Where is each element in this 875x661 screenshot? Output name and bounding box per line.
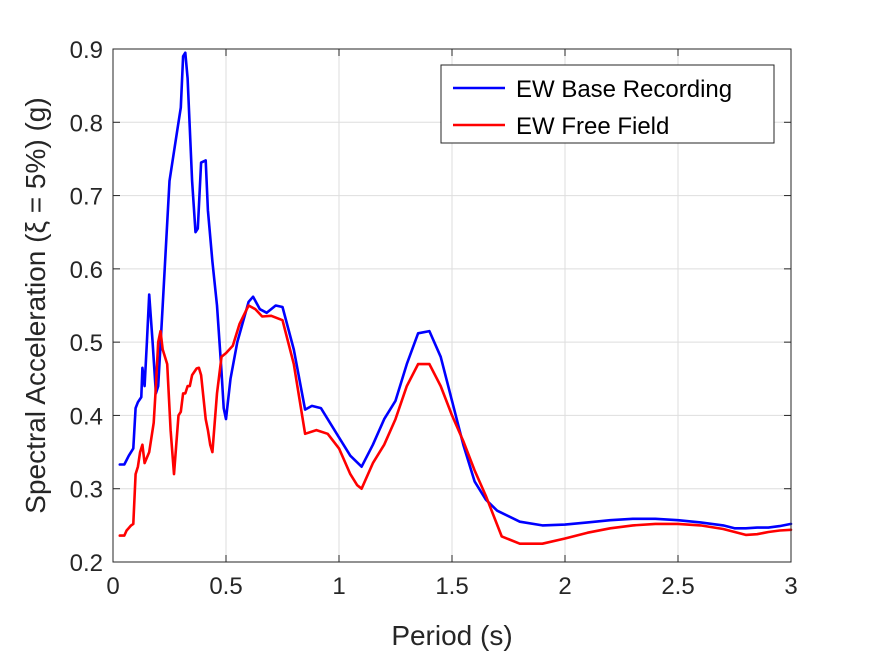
series-layer (118, 51, 793, 546)
legend-box (440, 64, 775, 144)
legend: EW Base Recording EW Free Field (440, 64, 775, 144)
y-tick-label: 0.4 (70, 403, 103, 430)
x-tick-label: 0.5 (209, 573, 242, 600)
legend-label: EW Free Field (516, 113, 669, 140)
y-tick-label: 0.7 (70, 184, 103, 211)
x-tick-label: 1 (332, 573, 345, 600)
x-tick-label: 2.5 (661, 573, 694, 600)
legend-label: EW Base Recording (516, 76, 732, 103)
tick-marks (112, 48, 792, 563)
x-tick-label: 2 (558, 573, 571, 600)
series-line-1 (118, 51, 793, 530)
x-axis-title: Period (s) (391, 620, 512, 651)
x-tick-labels: 0 0.5 1 1.5 2 2.5 3 (106, 573, 797, 600)
y-axis-title: Spectral Acceleration (ξ = 5%) (g) (20, 97, 51, 513)
y-tick-label: 0.8 (70, 110, 103, 137)
y-tick-label: 0.3 (70, 477, 103, 504)
x-tick-label: 1.5 (435, 573, 468, 600)
x-tick-label: 3 (784, 573, 797, 600)
y-tick-label: 0.2 (70, 550, 103, 577)
x-tick-label: 0 (106, 573, 119, 600)
y-tick-label: 0.9 (70, 37, 103, 64)
y-tick-labels: 0.2 0.3 0.4 0.5 0.6 0.7 0.8 0.9 (70, 37, 103, 577)
y-tick-label: 0.6 (70, 257, 103, 284)
series-line-2 (118, 304, 793, 546)
y-tick-label: 0.5 (70, 330, 103, 357)
